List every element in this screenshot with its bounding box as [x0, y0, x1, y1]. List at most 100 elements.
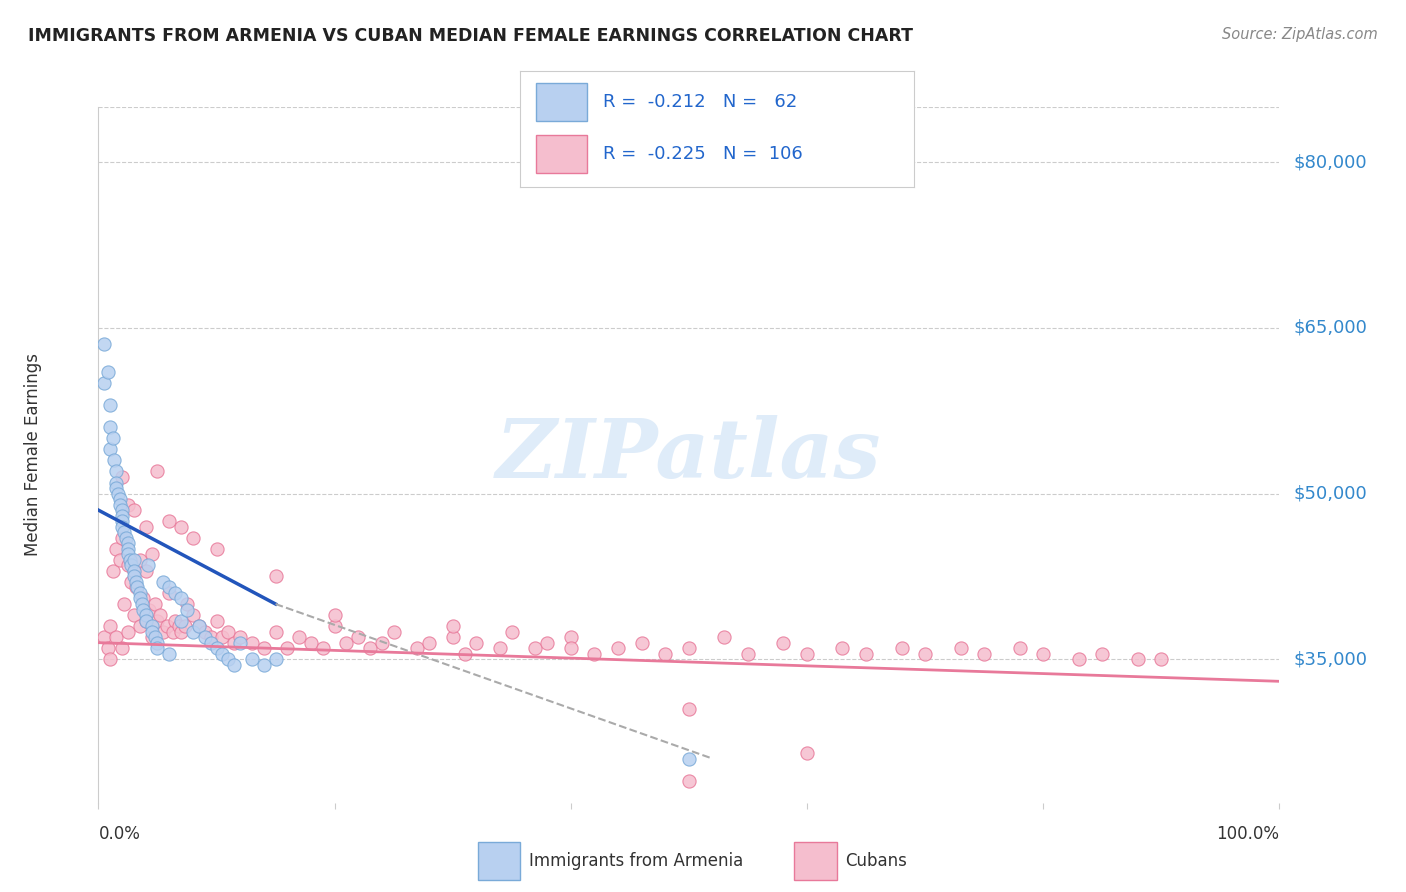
Point: [205, 541, 228, 556]
Point: [335, 635, 357, 649]
Point: [122, 569, 145, 583]
Point: [264, 569, 287, 583]
Point: [1008, 641, 1031, 656]
Point: [890, 641, 912, 656]
Point: [288, 630, 311, 644]
Point: [165, 614, 187, 628]
Point: [796, 647, 818, 661]
Point: [678, 641, 700, 656]
Point: [105, 475, 128, 490]
Point: [630, 635, 652, 649]
Point: [205, 641, 228, 656]
Point: [117, 547, 139, 561]
Point: [101, 564, 124, 578]
Point: [121, 574, 143, 589]
Point: [211, 630, 233, 644]
Text: $35,000: $35,000: [1294, 650, 1368, 668]
Point: [453, 647, 475, 661]
Point: [117, 498, 139, 512]
FancyBboxPatch shape: [536, 83, 588, 121]
Point: [127, 581, 149, 595]
Point: [501, 624, 523, 639]
Point: [194, 630, 217, 644]
Point: [111, 641, 134, 656]
Point: [111, 519, 134, 533]
Point: [441, 630, 464, 644]
Point: [108, 553, 131, 567]
Point: [111, 508, 134, 523]
Point: [117, 558, 139, 573]
Point: [122, 553, 145, 567]
Point: [146, 641, 169, 656]
Point: [98, 442, 121, 457]
Point: [299, 635, 322, 649]
Point: [173, 619, 195, 633]
Point: [713, 630, 735, 644]
Point: [323, 608, 346, 623]
Point: [536, 635, 558, 649]
Point: [128, 619, 150, 633]
Point: [831, 641, 853, 656]
Point: [264, 624, 287, 639]
Point: [156, 619, 179, 633]
Point: [122, 503, 145, 517]
Point: [359, 641, 381, 656]
Text: Cubans: Cubans: [845, 852, 907, 870]
Point: [105, 630, 128, 644]
Point: [114, 531, 136, 545]
Point: [132, 602, 155, 616]
Point: [111, 470, 134, 484]
Text: Median Female Earnings: Median Female Earnings: [24, 353, 42, 557]
Point: [157, 581, 180, 595]
Point: [382, 624, 405, 639]
Point: [157, 514, 180, 528]
Point: [181, 608, 204, 623]
Point: [1067, 652, 1090, 666]
Point: [253, 641, 276, 656]
Point: [111, 503, 134, 517]
Text: R =  -0.225   N =  106: R = -0.225 N = 106: [603, 145, 803, 163]
Point: [176, 597, 198, 611]
Point: [678, 773, 700, 788]
Text: 0.0%: 0.0%: [98, 825, 141, 843]
Point: [170, 519, 193, 533]
Point: [105, 465, 128, 479]
Point: [143, 597, 166, 611]
Point: [489, 641, 512, 656]
Point: [112, 525, 135, 540]
Point: [105, 541, 128, 556]
Point: [323, 619, 346, 633]
Point: [678, 751, 700, 765]
Point: [143, 630, 166, 644]
Point: [170, 624, 193, 639]
Point: [141, 630, 163, 644]
Point: [141, 624, 163, 639]
Point: [371, 635, 394, 649]
Point: [132, 591, 155, 606]
Point: [240, 652, 263, 666]
Text: IMMIGRANTS FROM ARMENIA VS CUBAN MEDIAN FEMALE EARNINGS CORRELATION CHART: IMMIGRANTS FROM ARMENIA VS CUBAN MEDIAN …: [28, 27, 912, 45]
Point: [211, 647, 233, 661]
Text: $50,000: $50,000: [1294, 484, 1367, 502]
Point: [418, 635, 440, 649]
Point: [122, 608, 145, 623]
Point: [678, 702, 700, 716]
Point: [152, 574, 174, 589]
Point: [560, 641, 582, 656]
Point: [796, 746, 818, 760]
Point: [149, 608, 172, 623]
Point: [914, 647, 936, 661]
Point: [108, 492, 131, 507]
Point: [181, 531, 204, 545]
Point: [128, 586, 150, 600]
Point: [141, 547, 163, 561]
Point: [125, 574, 148, 589]
Point: [607, 641, 630, 656]
Point: [253, 657, 276, 672]
Point: [107, 486, 129, 500]
Point: [128, 553, 150, 567]
Point: [176, 602, 198, 616]
Point: [97, 365, 120, 379]
Point: [224, 635, 246, 649]
Point: [217, 652, 239, 666]
